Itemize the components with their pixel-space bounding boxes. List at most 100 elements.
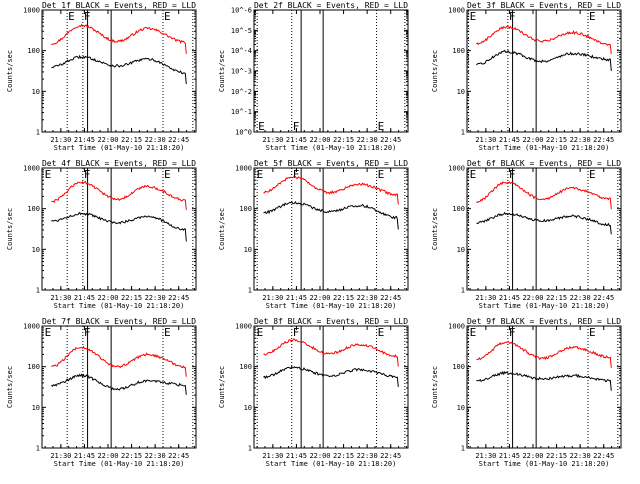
y-tick-label: 100 [239,205,252,213]
panel-title: Det 4f BLACK = Events, RED = LLD [42,159,196,168]
y-tick-label: 10 [32,88,40,96]
x-axis-label: Start Time (01-May-10 21:18:20) [479,460,610,468]
plot-frame [466,325,622,449]
x-tick-label: 21:45 [286,294,307,302]
events-series-line [476,370,612,391]
marker-e: E [257,168,264,181]
lld-series-line [476,181,612,210]
x-tick-label: 21:30 [475,136,496,144]
marker-e: E [378,120,385,133]
lld-series-line [51,180,187,211]
y-tick-label: 10 [32,404,40,412]
marker-e: E [68,10,75,23]
y-axis-label: Counts/sec [218,50,226,92]
x-tick-label: 22:30 [145,136,166,144]
x-axis-label: Start Time (01-May-10 21:18:20) [266,460,397,468]
plot-frame [466,167,622,291]
plot-frame [253,9,409,133]
x-tick-label: 22:15 [121,136,142,144]
lld-series-line [51,345,187,377]
x-tick-label: 22:30 [145,452,166,460]
plot-frame [41,167,197,291]
x-tick-label: 21:45 [499,294,520,302]
x-tick-label: 21:45 [499,136,520,144]
marker-f: F [84,10,91,23]
x-axis-label: Start Time (01-May-10 21:18:20) [479,144,610,152]
plot-frame [253,167,409,291]
y-tick-label: 10 [457,246,465,254]
x-tick-label: 21:45 [499,452,520,460]
marker-f: F [293,168,300,181]
x-axis-label: Start Time (01-May-10 21:18:20) [54,460,185,468]
y-axis-label: Counts/sec [218,208,226,250]
y-axis-label: Counts/sec [6,208,14,250]
x-tick-label: 21:30 [50,294,71,302]
y-tick-label: 1 [461,129,465,137]
events-series-line [51,54,187,85]
panel-title: Det 3f BLACK = Events, RED = LLD [467,1,621,10]
y-tick-label: 10^-3 [231,68,252,76]
y-tick-label: 100 [452,205,465,213]
marker-e: E [164,10,171,23]
x-tick-label: 21:30 [262,136,283,144]
x-tick-label: 22:00 [309,136,330,144]
marker-e: E [258,120,265,133]
panel-title: Det 8f BLACK = Events, RED = LLD [254,317,408,326]
x-axis-label: Start Time (01-May-10 21:18:20) [54,144,185,152]
y-tick-label: 1000 [448,323,465,331]
panel-title: Det 7f BLACK = Events, RED = LLD [42,317,196,326]
x-tick-label: 22:45 [593,294,614,302]
x-tick-label: 22:15 [546,452,567,460]
x-tick-label: 22:00 [522,136,543,144]
marker-e: E [589,168,596,181]
det-panel-8: Det 8f BLACK = Events, RED = LLD 1 10 100 10… [218,317,409,468]
y-tick-label: 1 [248,287,252,295]
det-panel-1: Det 1f BLACK = Events, RED = LLD 1 10 100 10… [6,1,197,152]
x-tick-label: 22:30 [570,294,591,302]
panel-title: Det 2f BLACK = Events, RED = LLD [254,1,408,10]
marker-f: F [509,10,516,23]
det-panel-4: Det 4f BLACK = Events, RED = LLD 1 10 100 10… [6,159,197,310]
x-tick-label: 22:15 [333,452,354,460]
y-tick-label: 1 [36,445,40,453]
y-tick-label: 1 [248,445,252,453]
x-tick-label: 21:45 [286,136,307,144]
marker-f: F [509,326,516,339]
marker-e: E [164,326,171,339]
x-tick-label: 22:30 [357,452,378,460]
y-tick-label: 100 [27,47,40,55]
panel-title: Det 5f BLACK = Events, RED = LLD [254,159,408,168]
plot-frame [41,325,197,449]
x-tick-label: 22:15 [333,294,354,302]
x-tick-label: 22:45 [380,452,401,460]
marker-e: E [589,326,596,339]
x-tick-label: 22:15 [546,294,567,302]
marker-f: F [509,168,516,181]
y-tick-label: 10^-6 [231,7,252,15]
x-tick-label: 22:45 [593,136,614,144]
y-tick-label: 100 [239,363,252,371]
marker-e: E [378,168,385,181]
lld-series-line [51,23,187,54]
x-tick-label: 21:45 [74,452,95,460]
x-tick-label: 22:00 [97,294,118,302]
events-series-line [263,365,399,388]
x-tick-label: 21:30 [50,452,71,460]
y-tick-label: 10 [32,246,40,254]
y-tick-label: 1 [461,445,465,453]
y-tick-label: 10^-4 [231,47,252,55]
det-panel-5: Det 5f BLACK = Events, RED = LLD 1 10 100 10… [218,159,409,310]
x-tick-label: 22:00 [97,136,118,144]
x-axis-label: Start Time (01-May-10 21:18:20) [266,144,397,152]
marker-f: F [293,120,300,133]
y-tick-label: 1 [36,287,40,295]
x-tick-label: 21:30 [262,294,283,302]
x-tick-label: 22:45 [168,452,189,460]
plot-frame [466,9,622,133]
y-axis-label: Counts/sec [218,366,226,408]
det-panel-7: Det 7f BLACK = Events, RED = LLD 1 10 100 10… [6,317,197,468]
y-tick-label: 1000 [448,165,465,173]
y-tick-label: 100 [27,205,40,213]
panel-title: Det 1f BLACK = Events, RED = LLD [42,1,196,10]
